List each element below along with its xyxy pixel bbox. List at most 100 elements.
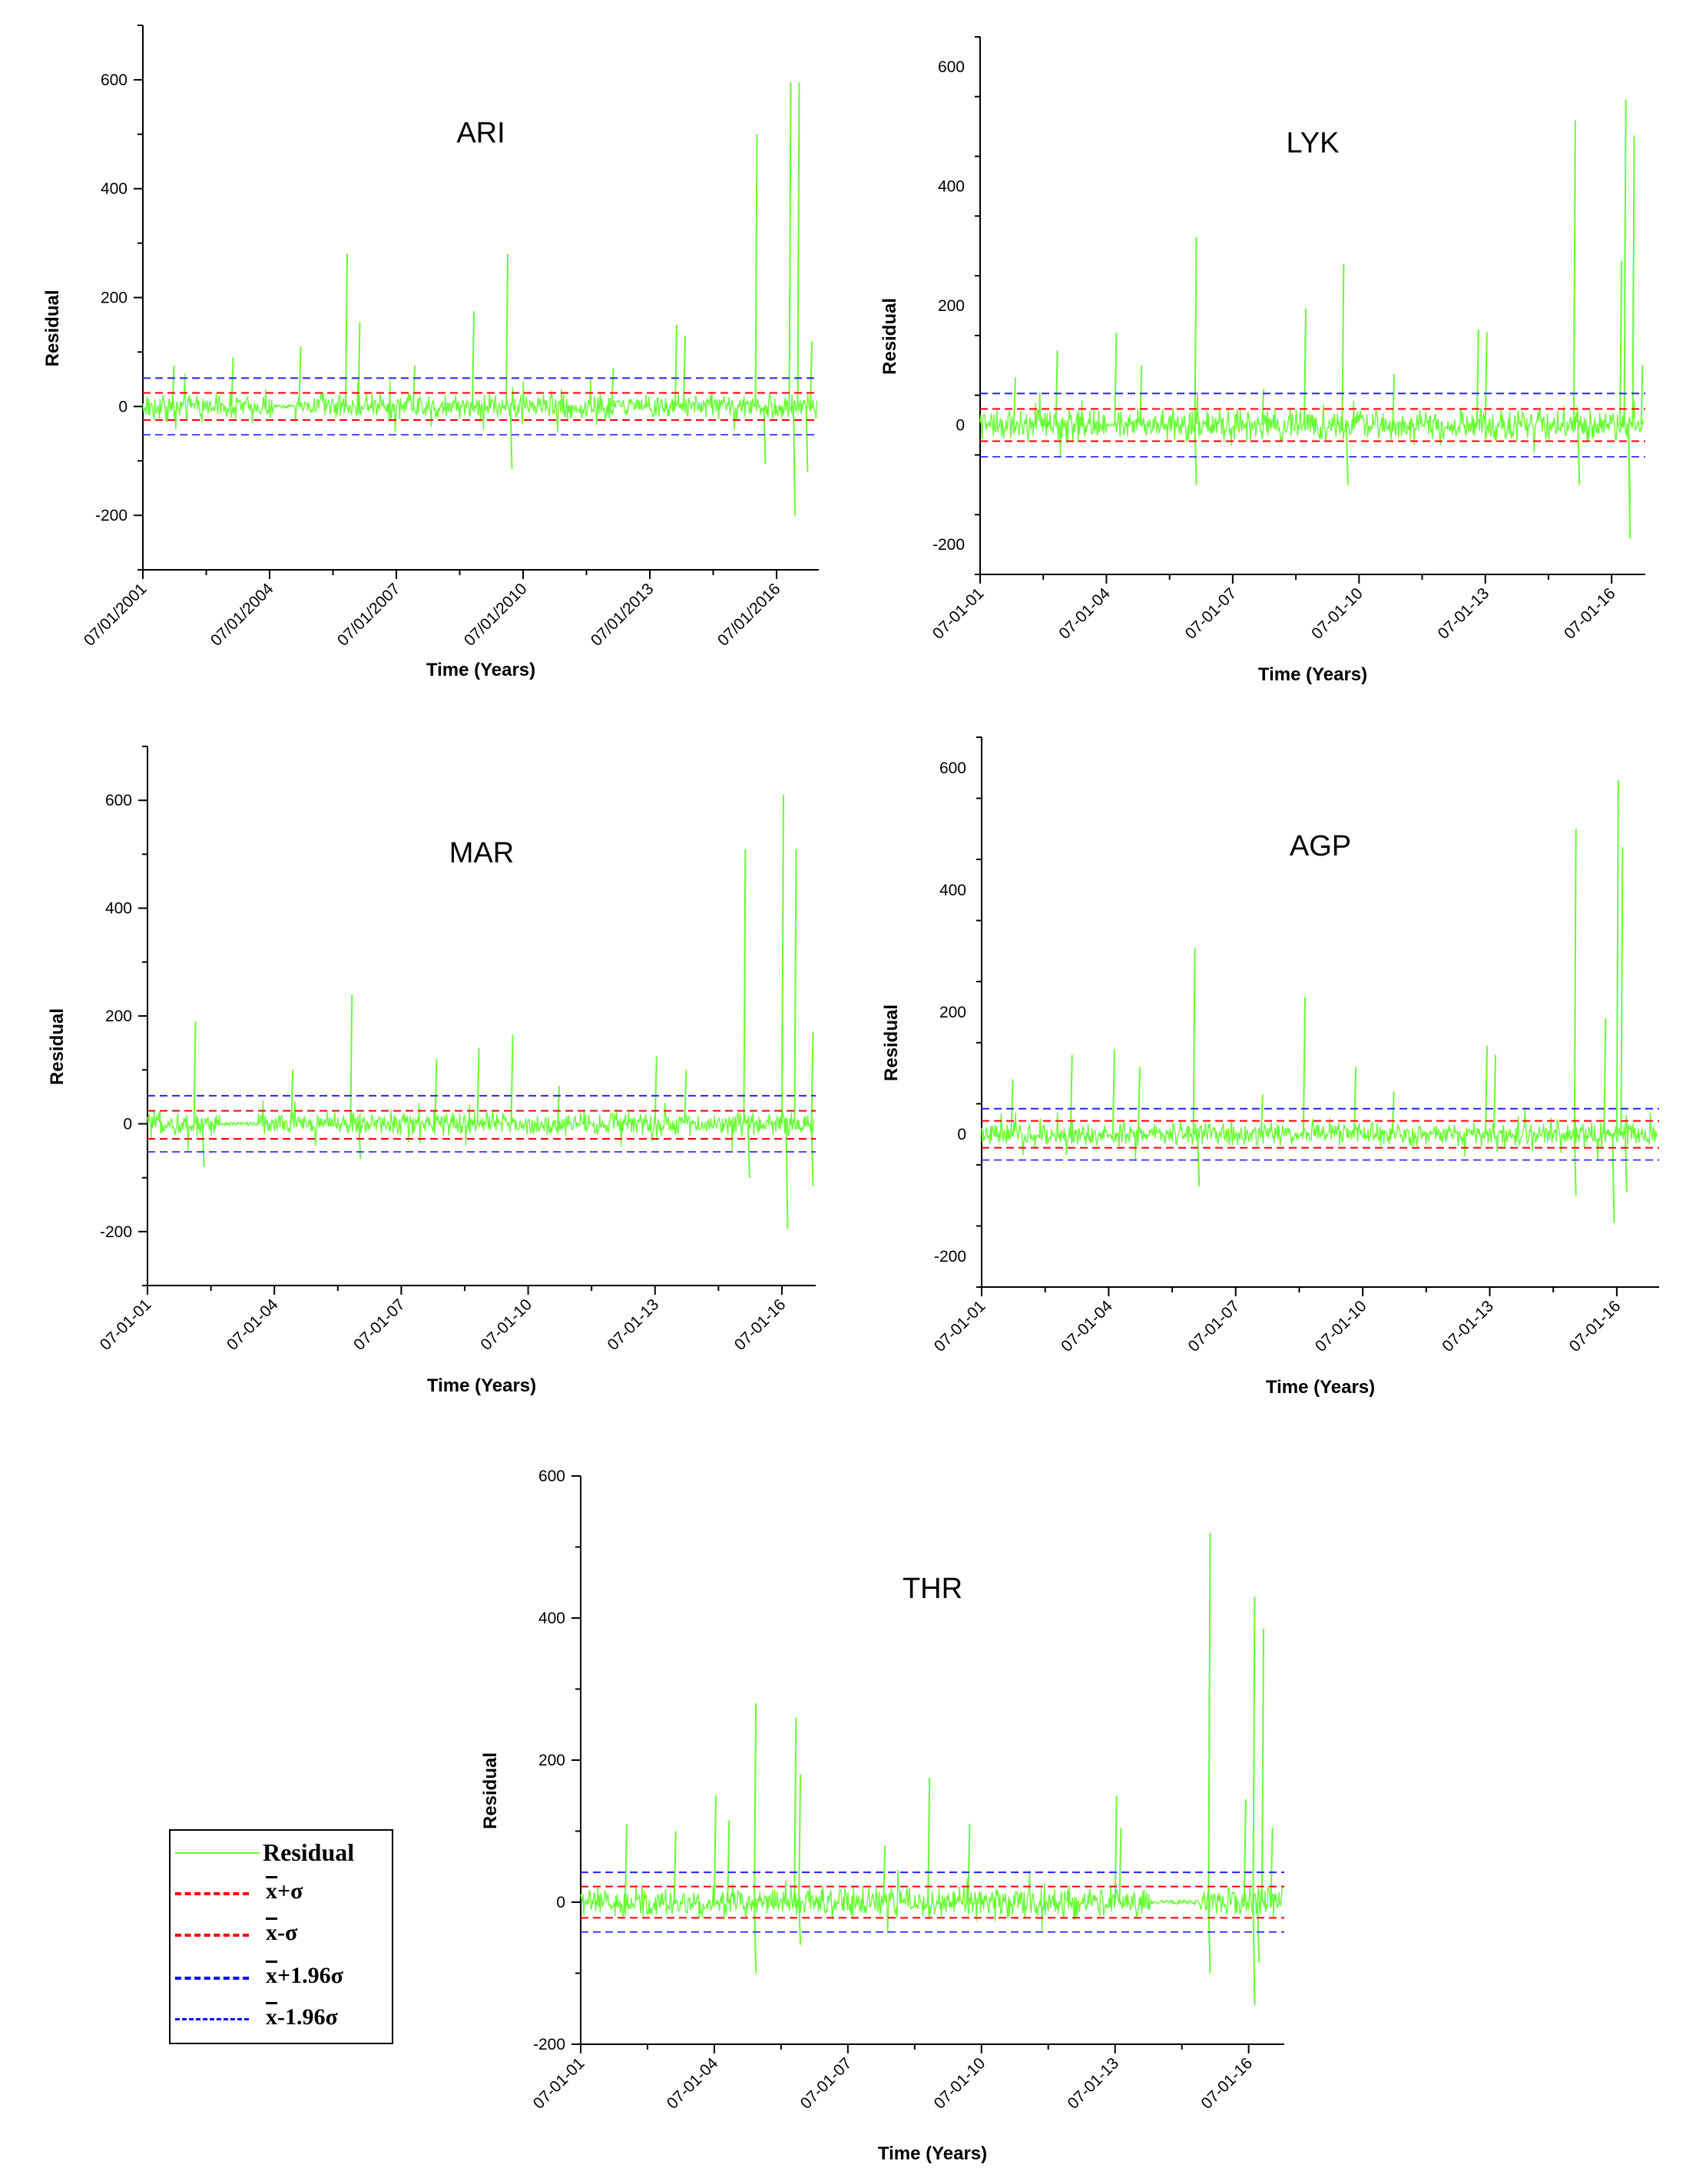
legend-swatch-residual	[175, 1852, 260, 1854]
x-tick-label: 07-01-07	[1185, 1297, 1244, 1355]
residual-spike	[510, 1034, 514, 1124]
legend-label-residual: Residual	[263, 1838, 355, 1866]
legend-item-mean-plus-sigma: x+σ	[171, 1877, 392, 1908]
residual-spike	[1207, 1532, 1211, 1903]
y-tick-label: -200	[932, 536, 965, 554]
residual-spike	[1612, 1134, 1615, 1223]
y-tick-label: 0	[118, 398, 128, 415]
y-axis-title: Residual	[879, 298, 900, 375]
x-tick-label: 07-01-07	[797, 2054, 856, 2113]
x-tick-label: 07-01-16	[1566, 1297, 1625, 1355]
x-tick-label: 07-01-04	[224, 1296, 282, 1354]
residual-spike	[747, 1123, 750, 1178]
residual-spike	[810, 341, 813, 407]
legend-label-rest: +σ	[277, 1878, 303, 1904]
x-tick-label: 07-01-07	[1182, 584, 1241, 643]
residual-spike	[1624, 1134, 1628, 1193]
x-tick-label: 07-01-13	[605, 1296, 663, 1354]
legend-label-bar: x	[266, 2004, 277, 2030]
residual-spike	[785, 1123, 789, 1229]
residual-spike	[713, 1795, 717, 1903]
residual-series-line	[580, 1870, 1283, 1934]
residual-spike	[298, 346, 302, 407]
residual-spike	[743, 849, 747, 1124]
residual-spike	[1603, 1018, 1607, 1135]
residual-spike	[1302, 997, 1306, 1135]
residual-spike	[434, 1059, 438, 1124]
legend-label-mean-minus-sigma: x-σ	[266, 1920, 297, 1946]
y-tick-label: 0	[123, 1115, 132, 1133]
residual-spike	[810, 1032, 814, 1124]
y-tick-label: 0	[556, 1894, 565, 1911]
chart-panel-ari: -200 0 200 400 600 07/01/2001 07/01/2004 07/01/…	[42, 25, 819, 680]
legend-swatch-mean-plus-1-96-sigma	[175, 1977, 249, 1980]
residual-spike	[230, 357, 234, 407]
residual-spike	[171, 366, 175, 407]
residual-spike	[611, 368, 614, 407]
residual-spike	[1252, 1597, 1256, 1903]
y-tick-label: 200	[939, 1004, 966, 1021]
residual-spike	[1111, 1048, 1115, 1135]
residual-spike	[476, 1048, 480, 1124]
residual-spike	[349, 994, 353, 1124]
x-tick-label: 07/01/2013	[588, 580, 658, 650]
residual-spike	[1572, 120, 1576, 425]
legend-label-mean-plus-sigma: x+σ	[266, 1878, 303, 1904]
residual-spike	[1260, 1094, 1264, 1135]
x-tick-label: 07-01-13	[1439, 1297, 1497, 1355]
x-tick-label: 07-01-10	[931, 2054, 989, 2113]
residual-spike	[1484, 1045, 1488, 1135]
y-tick-label: 400	[538, 1610, 565, 1627]
residual-spike	[1194, 237, 1197, 425]
residual-spike	[798, 1901, 802, 1945]
y-tick-label: 600	[101, 71, 128, 89]
residual-spike	[1620, 847, 1624, 1135]
y-tick-label: -200	[934, 1248, 966, 1266]
residual-spike	[1261, 1628, 1265, 1903]
x-tick-label: 07-01-10	[477, 1296, 535, 1354]
x-tick-label: 07-01-01	[530, 2054, 588, 2113]
residual-spike	[201, 1123, 205, 1167]
residual-spike	[358, 1123, 362, 1160]
x-axis-title: Time (Years)	[878, 2143, 987, 2164]
residual-spike	[1055, 350, 1058, 425]
residual-spike	[1114, 332, 1118, 425]
residual-spike	[793, 849, 797, 1124]
residual-spike	[1345, 425, 1349, 485]
legend-label-bar: x	[266, 1920, 277, 1945]
residual-spike	[1615, 779, 1619, 1135]
residual-spike	[654, 1056, 658, 1124]
residual-spike	[1353, 1067, 1357, 1135]
y-tick-label: 200	[101, 290, 128, 307]
legend-label-rest: -σ	[277, 1920, 298, 1945]
residual-spike	[1619, 260, 1623, 425]
residual-spike	[557, 1086, 561, 1124]
residual-spike	[1252, 1901, 1256, 2006]
x-tick-label: 07/01/2004	[207, 580, 277, 650]
residual-spike	[1484, 332, 1488, 425]
residual-spike	[673, 1831, 677, 1903]
residual-spike	[793, 406, 796, 516]
residual-series-line	[142, 373, 817, 433]
y-axis-title: Residual	[881, 1004, 902, 1081]
panel-title: AGP	[1290, 830, 1351, 862]
x-tick-label: 07-01-13	[1065, 2054, 1123, 2113]
residual-spike	[1476, 329, 1479, 425]
residual-spike	[509, 406, 513, 469]
legend-label-mean-minus-1-96-sigma: x-1.96σ	[266, 2004, 338, 2030]
x-tick-label: 07-01-10	[1308, 584, 1366, 643]
residual-spike	[780, 795, 784, 1124]
residual-spike	[1573, 829, 1577, 1135]
residual-spike	[1207, 1901, 1211, 1974]
residual-spike	[290, 1070, 294, 1124]
residual-spike	[1640, 365, 1644, 425]
y-tick-label: 400	[939, 882, 966, 899]
residual-spike	[1139, 365, 1143, 425]
y-tick-label: 0	[957, 1126, 966, 1143]
legend-label-bar: x	[266, 1878, 277, 1904]
residual-spike	[193, 1021, 197, 1124]
x-tick-label: 07-01-04	[664, 2054, 722, 2113]
y-axis-title: Residual	[47, 1008, 68, 1085]
residual-spike	[788, 82, 792, 407]
